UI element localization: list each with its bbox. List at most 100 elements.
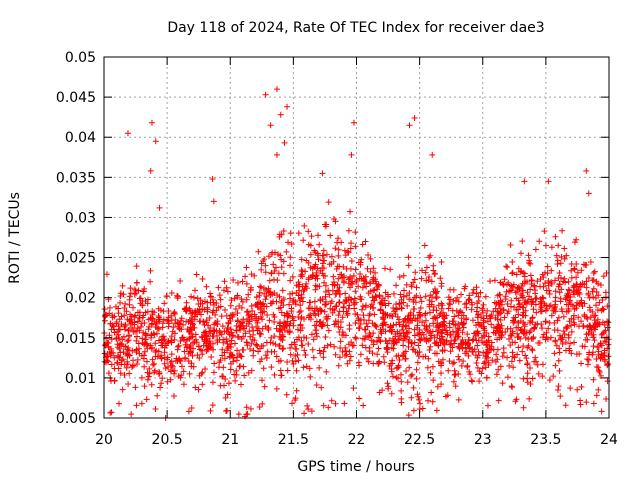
data-point <box>152 340 159 347</box>
data-point <box>165 318 172 325</box>
data-point <box>503 263 510 270</box>
data-point <box>545 178 552 185</box>
data-point <box>571 291 578 298</box>
data-point <box>335 235 342 242</box>
data-point <box>373 294 380 301</box>
data-point <box>272 264 279 271</box>
data-point <box>318 384 325 391</box>
data-point <box>430 303 437 310</box>
data-point <box>116 354 123 361</box>
data-point <box>127 311 134 318</box>
data-point <box>124 338 131 345</box>
data-point <box>421 242 428 249</box>
data-point <box>484 402 491 409</box>
data-point <box>359 303 366 310</box>
data-point <box>305 341 312 348</box>
data-point <box>284 318 291 325</box>
data-point <box>379 295 386 302</box>
data-point <box>555 242 562 249</box>
data-point <box>148 331 155 338</box>
data-point <box>552 233 559 240</box>
data-point <box>499 353 506 360</box>
data-point <box>301 316 308 323</box>
data-point <box>385 293 392 300</box>
data-point <box>242 273 249 280</box>
data-point <box>249 315 256 322</box>
data-point <box>234 354 241 361</box>
data-point <box>416 326 423 333</box>
data-point <box>168 312 175 319</box>
data-point <box>328 397 335 404</box>
data-point <box>449 360 456 367</box>
data-point <box>412 269 419 276</box>
data-point <box>413 375 420 382</box>
data-point <box>144 296 151 303</box>
data-point <box>237 352 244 359</box>
data-point <box>458 291 465 298</box>
data-point <box>404 379 411 386</box>
data-point <box>413 366 420 373</box>
data-point <box>372 276 379 283</box>
data-point <box>379 314 386 321</box>
data-point <box>255 248 262 255</box>
data-point <box>563 301 570 308</box>
data-point <box>157 307 164 314</box>
data-point <box>349 342 356 349</box>
data-point <box>181 348 188 355</box>
data-point <box>161 300 168 307</box>
data-point <box>270 276 277 283</box>
data-point <box>480 301 487 308</box>
data-point <box>189 333 196 340</box>
data-point <box>301 347 308 354</box>
data-point <box>362 302 369 309</box>
data-point <box>314 283 321 290</box>
data-point <box>385 385 392 392</box>
data-point <box>469 337 476 344</box>
data-point <box>398 371 405 378</box>
data-point <box>234 309 241 316</box>
data-point <box>374 351 381 358</box>
data-point <box>154 392 161 399</box>
data-point <box>276 233 283 240</box>
data-point <box>180 368 187 375</box>
data-point <box>265 285 272 292</box>
data-point <box>533 309 540 316</box>
data-point <box>406 296 413 303</box>
data-point <box>400 330 407 337</box>
data-point <box>475 337 482 344</box>
data-point <box>577 401 584 408</box>
data-point <box>301 222 308 229</box>
data-point <box>466 336 473 343</box>
data-point <box>494 356 501 363</box>
data-point <box>502 293 509 300</box>
data-point <box>595 292 602 299</box>
data-point <box>235 411 242 418</box>
data-point <box>221 382 228 389</box>
data-point <box>450 297 457 304</box>
data-point <box>601 321 608 328</box>
data-point <box>410 407 417 414</box>
data-point <box>284 311 291 318</box>
data-point <box>459 321 466 328</box>
data-point <box>309 273 316 280</box>
data-point <box>517 269 524 276</box>
data-point <box>432 290 439 297</box>
x-axis-label: GPS time / hours <box>297 459 414 475</box>
data-point <box>242 413 249 420</box>
data-point <box>504 325 511 332</box>
data-point <box>396 316 403 323</box>
data-point <box>401 316 408 323</box>
data-point <box>145 373 152 380</box>
data-point <box>119 336 126 343</box>
data-point <box>495 321 502 328</box>
data-point <box>139 335 146 342</box>
data-point <box>196 308 203 315</box>
data-point <box>127 318 134 325</box>
data-point <box>435 358 442 365</box>
data-point <box>125 326 132 333</box>
data-point <box>557 393 564 400</box>
data-point <box>566 318 573 325</box>
data-point <box>484 318 491 325</box>
data-point <box>399 326 406 333</box>
data-point <box>190 345 197 352</box>
